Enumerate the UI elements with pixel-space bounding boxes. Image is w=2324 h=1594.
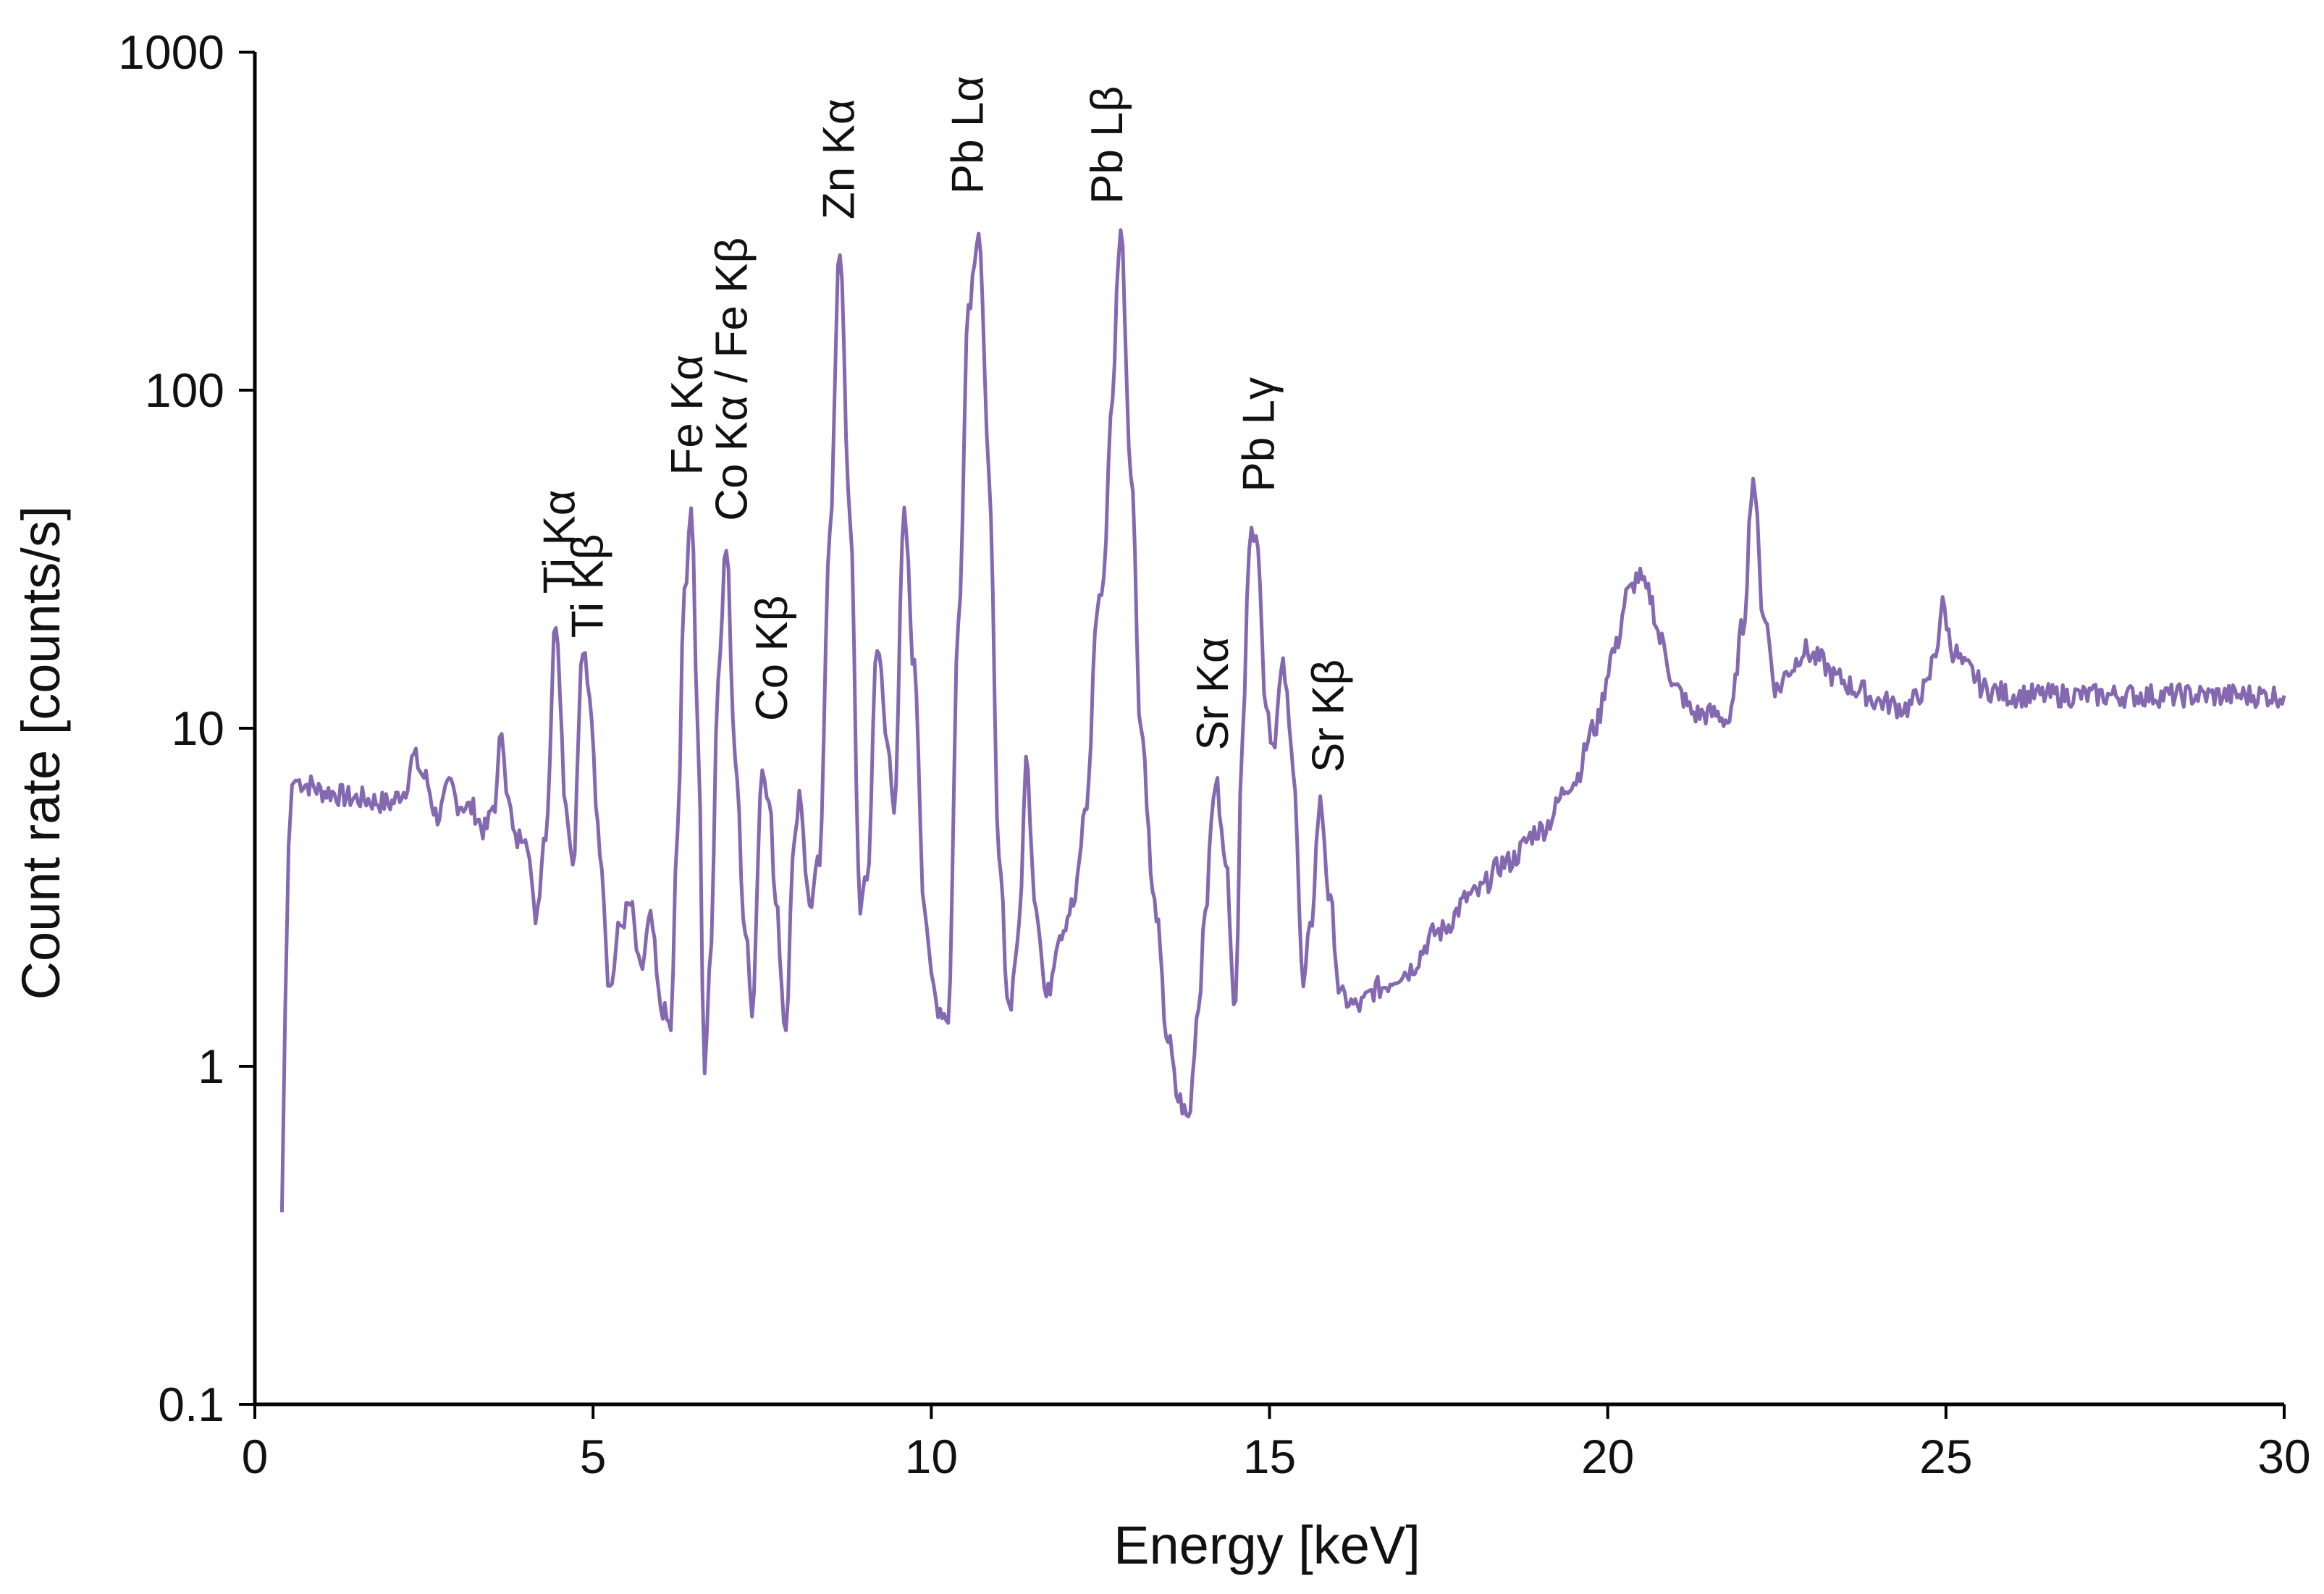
y-axis-title: Count rate [counts/s] (11, 506, 71, 1000)
peak-label: Zn Kα (814, 98, 864, 219)
peak-label: Pb Lα (943, 76, 993, 194)
peak-label: Fe Kα (662, 355, 712, 476)
peak-label: Co Kβ (747, 596, 797, 722)
peak-label: Pb Lγ (1234, 377, 1284, 492)
peak-label: Co Kα / Fe Kβ (707, 237, 757, 521)
y-tick-label: 10 (172, 701, 224, 755)
series-layer (279, 228, 2286, 1213)
peak-label: Pb Lβ (1082, 86, 1132, 204)
spectrum-line (279, 228, 2286, 1213)
x-tick-label: 25 (1919, 1430, 1972, 1483)
y-tick-label: 1 (198, 1040, 224, 1093)
x-tick-label: 15 (1243, 1430, 1296, 1483)
x-tick-label: 5 (580, 1430, 607, 1483)
x-tick-label: 10 (905, 1430, 958, 1483)
x-tick-label: 20 (1581, 1430, 1634, 1483)
axes-layer: 0 5 10 15 20 25 30 0.1 1 10 100 1000 (118, 25, 2311, 1483)
peak-label: Ti Kα (534, 489, 584, 594)
x-tick-label: 30 (2257, 1430, 2310, 1483)
y-tick-label: 0.1 (158, 1378, 224, 1431)
peak-label: Sr Kβ (1304, 659, 1354, 772)
x-tick-label: 0 (242, 1430, 269, 1483)
peak-label: Sr Kα (1188, 637, 1238, 750)
x-axis-title: Energy [keV] (1113, 1515, 1420, 1575)
y-tick-label: 100 (145, 363, 224, 417)
peak-label: Ti Kβ (563, 534, 613, 638)
y-tick-label: 1000 (118, 25, 224, 79)
